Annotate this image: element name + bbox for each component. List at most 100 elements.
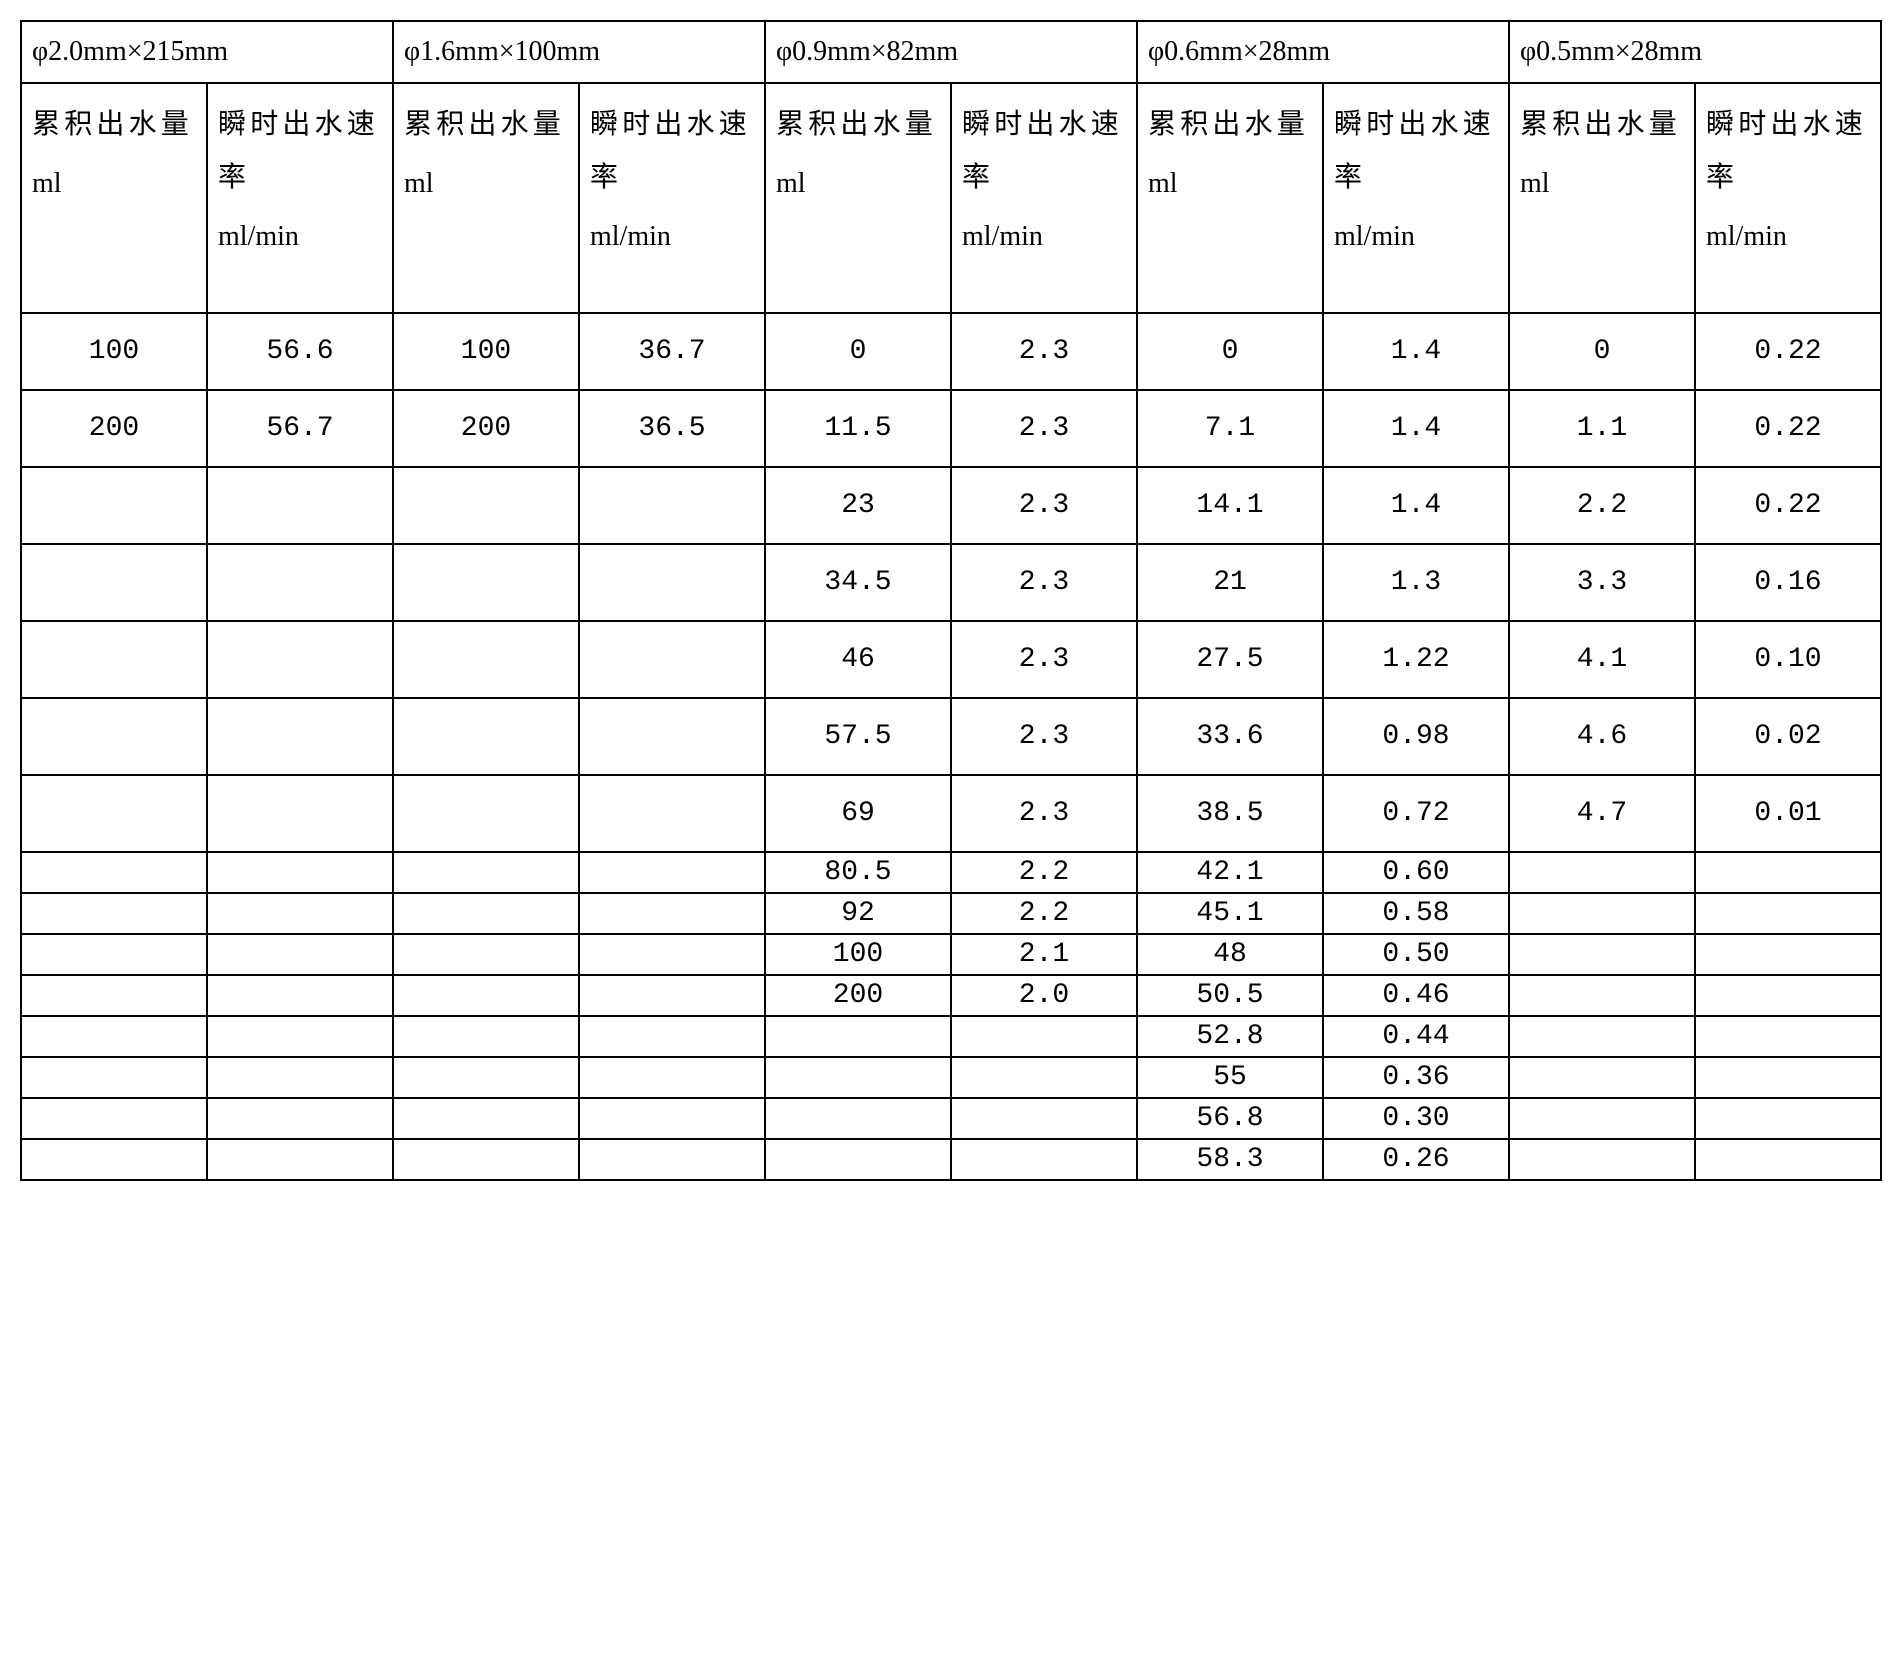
table-cell	[21, 893, 207, 934]
table-cell: 23	[765, 467, 951, 544]
table-cell	[1509, 934, 1695, 975]
col-header-3a: 累积出水量 ml	[1137, 83, 1323, 313]
table-cell	[207, 934, 393, 975]
col-unit: ml	[1520, 157, 1684, 210]
table-cell: 0.60	[1323, 852, 1509, 893]
table-cell	[1695, 1057, 1881, 1098]
table-cell: 56.7	[207, 390, 393, 467]
table-cell: 1.22	[1323, 621, 1509, 698]
table-cell	[1509, 1057, 1695, 1098]
col-header-2a: 累积出水量 ml	[765, 83, 951, 313]
table-cell	[21, 975, 207, 1016]
table-cell	[765, 1057, 951, 1098]
table-cell: 0.30	[1323, 1098, 1509, 1139]
table-cell	[21, 775, 207, 852]
data-body: 10056.610036.702.301.400.2220056.720036.…	[21, 313, 1881, 1180]
table-cell	[951, 1057, 1137, 1098]
table-cell	[1695, 934, 1881, 975]
table-cell	[207, 1016, 393, 1057]
table-row: 80.52.242.10.60	[21, 852, 1881, 893]
table-cell: 4.6	[1509, 698, 1695, 775]
table-cell	[1509, 1016, 1695, 1057]
table-row: 20056.720036.511.52.37.11.41.10.22	[21, 390, 1881, 467]
table-cell: 0.22	[1695, 390, 1881, 467]
table-cell	[579, 893, 765, 934]
table-cell: 50.5	[1137, 975, 1323, 1016]
table-cell: 27.5	[1137, 621, 1323, 698]
table-row: 1002.1480.50	[21, 934, 1881, 975]
table-cell	[579, 1139, 765, 1180]
table-cell: 57.5	[765, 698, 951, 775]
table-cell: 2.1	[951, 934, 1137, 975]
table-cell	[207, 975, 393, 1016]
table-cell	[207, 1139, 393, 1180]
table-cell: 4.1	[1509, 621, 1695, 698]
table-cell: 2.2	[1509, 467, 1695, 544]
table-cell	[1509, 893, 1695, 934]
table-cell: 0.22	[1695, 467, 1881, 544]
table-cell: 0.22	[1695, 313, 1881, 390]
table-row: 550.36	[21, 1057, 1881, 1098]
table-cell: 11.5	[765, 390, 951, 467]
table-cell	[21, 1057, 207, 1098]
table-cell	[21, 621, 207, 698]
col-label: 瞬时出水速率	[590, 98, 754, 204]
table-cell: 0.46	[1323, 975, 1509, 1016]
table-cell: 2.2	[951, 852, 1137, 893]
table-cell: 42.1	[1137, 852, 1323, 893]
col-unit: ml	[404, 157, 568, 210]
table-cell	[579, 698, 765, 775]
group-title-0: φ2.0mm×215mm	[21, 21, 393, 83]
table-cell	[393, 775, 579, 852]
table-cell: 0.98	[1323, 698, 1509, 775]
table-cell: 48	[1137, 934, 1323, 975]
table-row: 56.80.30	[21, 1098, 1881, 1139]
table-cell: 34.5	[765, 544, 951, 621]
table-cell: 0.58	[1323, 893, 1509, 934]
table-cell: 2.3	[951, 621, 1137, 698]
table-cell	[393, 1139, 579, 1180]
table-cell	[21, 934, 207, 975]
table-cell: 0.02	[1695, 698, 1881, 775]
table-cell: 0.01	[1695, 775, 1881, 852]
col-header-0b: 瞬时出水速率 ml/min	[207, 83, 393, 313]
col-header-1a: 累积出水量 ml	[393, 83, 579, 313]
col-unit: ml	[32, 157, 196, 210]
table-cell	[951, 1016, 1137, 1057]
group-title-2: φ0.9mm×82mm	[765, 21, 1137, 83]
table-cell	[21, 852, 207, 893]
table-cell	[579, 975, 765, 1016]
table-cell: 21	[1137, 544, 1323, 621]
table-cell	[207, 1057, 393, 1098]
table-cell: 1.4	[1323, 313, 1509, 390]
table-cell: 33.6	[1137, 698, 1323, 775]
data-table: φ2.0mm×215mm φ1.6mm×100mm φ0.9mm×82mm φ0…	[20, 20, 1882, 1181]
col-label: 瞬时出水速率	[1334, 98, 1498, 204]
table-cell: 2.3	[951, 390, 1137, 467]
table-row: 692.338.50.724.70.01	[21, 775, 1881, 852]
col-header-3b: 瞬时出水速率 ml/min	[1323, 83, 1509, 313]
table-cell	[579, 1098, 765, 1139]
table-cell: 100	[393, 313, 579, 390]
table-cell: 200	[765, 975, 951, 1016]
table-cell: 1.1	[1509, 390, 1695, 467]
table-cell: 1.3	[1323, 544, 1509, 621]
table-cell	[1695, 1139, 1881, 1180]
col-header-2b: 瞬时出水速率 ml/min	[951, 83, 1137, 313]
table-cell	[207, 621, 393, 698]
col-header-4b: 瞬时出水速率 ml/min	[1695, 83, 1881, 313]
table-row: 462.327.51.224.10.10	[21, 621, 1881, 698]
table-cell: 38.5	[1137, 775, 1323, 852]
table-cell: 200	[393, 390, 579, 467]
table-cell: 0	[1509, 313, 1695, 390]
table-cell	[765, 1139, 951, 1180]
table-cell: 0	[1137, 313, 1323, 390]
col-unit: ml	[776, 157, 940, 210]
table-cell: 7.1	[1137, 390, 1323, 467]
table-cell: 0.44	[1323, 1016, 1509, 1057]
col-label: 累积出水量	[32, 98, 196, 151]
table-cell	[393, 1016, 579, 1057]
table-cell	[21, 467, 207, 544]
table-cell	[579, 934, 765, 975]
table-cell	[21, 1016, 207, 1057]
